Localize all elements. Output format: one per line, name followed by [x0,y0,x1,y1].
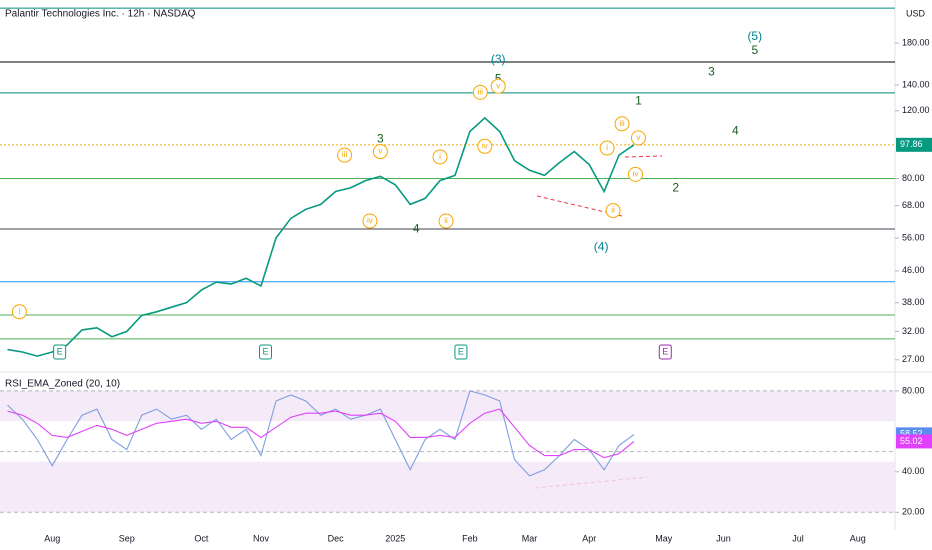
x-tick-label: May [655,533,673,543]
event-label: E [458,346,464,356]
y-tick-label: 38.00 [902,297,925,307]
zone [0,390,895,422]
wave-label: i [606,143,608,152]
wave-label: (4) [594,239,609,253]
x-tick-label: 2025 [385,533,405,543]
x-tick-label: Jul [792,533,804,543]
wave-circle [490,78,506,94]
currency: USD [906,8,926,18]
indicator-line [7,390,635,477]
x-tick-label: Oct [194,533,209,543]
wave-label: iii [478,87,484,96]
wave-circle [372,144,388,160]
wave-circle [472,84,488,100]
wave-circle [432,149,448,165]
y-tick-label: 80.00 [902,385,925,395]
event-marker [454,344,468,360]
indicator-line [7,408,635,459]
wave-label: iii [619,119,625,128]
y-tick-label: 120.00 [902,105,930,115]
x-tick-label: Apr [582,533,596,543]
wave-label: 4 [732,124,739,138]
event-marker [658,344,672,360]
wave-circle [614,116,630,132]
wave-label: 3 [708,65,715,79]
x-tick-label: Aug [44,533,60,543]
wave-circle [362,213,378,229]
price-tag-label: 55.02 [900,436,923,446]
wave-label: i [439,152,441,161]
wave-label: 5 [495,71,502,85]
event-label: E [662,346,668,356]
x-tick-label: Feb [462,533,478,543]
y-tick-label: 56.00 [902,232,925,242]
price-line [7,116,635,357]
wave-label: v [636,133,640,142]
wave-label: 4 [413,221,420,235]
event-label: E [263,346,269,356]
wave-circle [605,203,621,219]
price-tag [896,434,932,449]
wave-label: 3 [377,132,384,146]
wave-label: iv [367,216,373,225]
wave-label: ii [444,216,448,225]
wave-label: 2 [672,180,679,194]
price-tag-label: 58.52 [900,429,923,439]
event-marker [259,344,273,360]
y-tick-label: 180.00 [902,37,930,47]
wave-label: v [378,147,382,156]
x-tick-label: Dec [328,533,345,543]
trendline [624,155,663,158]
y-tick-label: 32.00 [902,326,925,336]
wave-label: v [496,81,500,90]
wave-circle [630,130,646,146]
event-marker [53,344,67,360]
wave-label: iv [633,169,639,178]
x-tick-label: Aug [850,533,866,543]
wave-label: 5 [751,43,758,57]
wave-circle [477,138,493,154]
wave-circle [627,166,643,182]
y-tick-label: 46.00 [902,265,925,275]
wave-label: ii [611,206,615,215]
y-tick-label: 20.00 [902,507,925,517]
x-tick-label: Sep [119,533,135,543]
x-tick-label: Mar [522,533,538,543]
wave-circle [438,213,454,229]
price-tag [896,137,932,152]
y-tick-label: 27.00 [902,354,925,364]
wave-label: i [19,307,21,316]
event-label: E [57,346,63,356]
price-tag-label: 97.86 [900,139,923,149]
wave-label: iii [342,150,348,159]
wave-label: iv [482,141,488,150]
x-tick-label: Jun [716,533,731,543]
chart-title: Palantir Technologies Inc. · 12h · NASDA… [5,9,196,20]
wave-label: 1 [635,93,642,107]
wave-label: (5) [747,29,762,43]
wave-circle [599,140,615,156]
wave-label: (3) [491,52,506,66]
zone [0,461,895,513]
y-tick-label: 80.00 [902,173,925,183]
indicator-title: RSI_EMA_Zoned (20, 10) [5,379,120,390]
x-tick-label: Nov [253,533,270,543]
y-tick-label: 140.00 [902,79,930,89]
y-tick-label: 68.00 [902,200,925,210]
y-tick-label: 40.00 [902,466,925,476]
wave-circle [11,304,27,320]
wave-circle [337,147,353,163]
